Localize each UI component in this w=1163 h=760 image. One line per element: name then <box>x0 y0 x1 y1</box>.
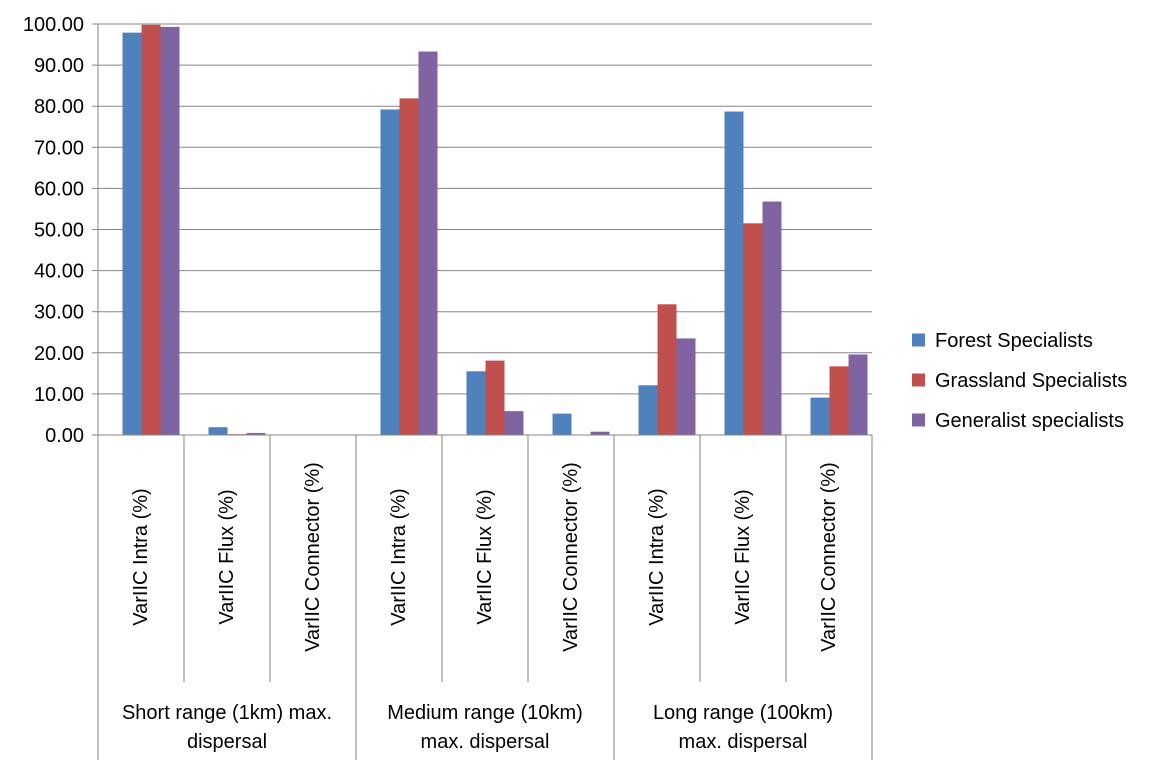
category-label: VarIIC Flux (%) <box>216 489 238 624</box>
bar <box>676 338 696 435</box>
bar <box>246 432 266 435</box>
bar <box>810 397 830 435</box>
y-tick-label: 20.00 <box>34 343 84 365</box>
category-label: VarIIC Intra (%) <box>646 488 668 625</box>
y-tick-label: 90.00 <box>34 55 84 77</box>
category-label: VarIIC Connector (%) <box>560 462 582 652</box>
bar <box>552 413 572 435</box>
group-label: Medium range (10km) max. dispersal <box>387 702 583 753</box>
category-label: VarIIC Intra (%) <box>388 488 410 625</box>
group-label: Short range (1km) max. dispersal <box>122 702 332 753</box>
bar <box>122 32 142 435</box>
bar <box>380 109 400 435</box>
bar <box>724 111 744 435</box>
bar <box>208 427 228 435</box>
y-tick-label: 40.00 <box>34 261 84 283</box>
legend-label: Generalist specialists <box>935 410 1124 432</box>
category-label: VarIIC Connector (%) <box>818 462 840 652</box>
bar <box>829 366 849 435</box>
bars <box>122 24 868 436</box>
bar <box>657 304 677 435</box>
y-tick-labels: 0.00 10.00 20.00 30.00 40.00 50.00 60.00 70.00 8… <box>23 14 84 447</box>
y-tick-label: 60.00 <box>34 178 84 200</box>
y-tick-label: 50.00 <box>34 220 84 242</box>
bar <box>638 385 658 435</box>
y-tick-label: 100.00 <box>23 14 84 36</box>
bar <box>160 26 180 435</box>
category-label: VarIIC Connector (%) <box>302 462 324 652</box>
category-labels: VarIIC Intra (%) VarIIC Flux (%) VarIIC Co… <box>130 462 840 652</box>
bar <box>848 354 868 435</box>
bar <box>590 431 610 435</box>
y-tick-label: 70.00 <box>34 137 84 159</box>
bar <box>466 371 486 435</box>
group-labels: Short range (1km) max. dispersal Medium ra… <box>122 702 833 753</box>
legend-swatch <box>912 333 925 347</box>
bar <box>141 24 161 436</box>
bar <box>743 223 763 435</box>
y-tick-label: 0.00 <box>45 425 84 447</box>
y-tick-label: 80.00 <box>34 96 84 118</box>
category-label: VarIIC Flux (%) <box>732 489 754 624</box>
gridlines <box>98 23 872 436</box>
bar <box>504 411 524 435</box>
bar <box>399 98 419 436</box>
y-tick-label: 10.00 <box>34 384 84 406</box>
legend-label: Grassland Specialists <box>935 370 1127 392</box>
y-tick-label: 30.00 <box>34 302 84 324</box>
bar <box>485 360 505 435</box>
legend-swatch <box>912 373 925 387</box>
category-label: VarIIC Intra (%) <box>130 488 152 625</box>
legend: Forest Specialists Grassland Specialists G… <box>912 330 1127 432</box>
legend-label: Forest Specialists <box>935 330 1093 352</box>
bar <box>762 201 782 435</box>
axes <box>92 23 873 760</box>
bar <box>418 51 438 436</box>
legend-swatch <box>912 413 925 427</box>
group-label: Long range (100km) max. dispersal <box>653 702 833 753</box>
category-label: VarIIC Flux (%) <box>474 489 496 624</box>
